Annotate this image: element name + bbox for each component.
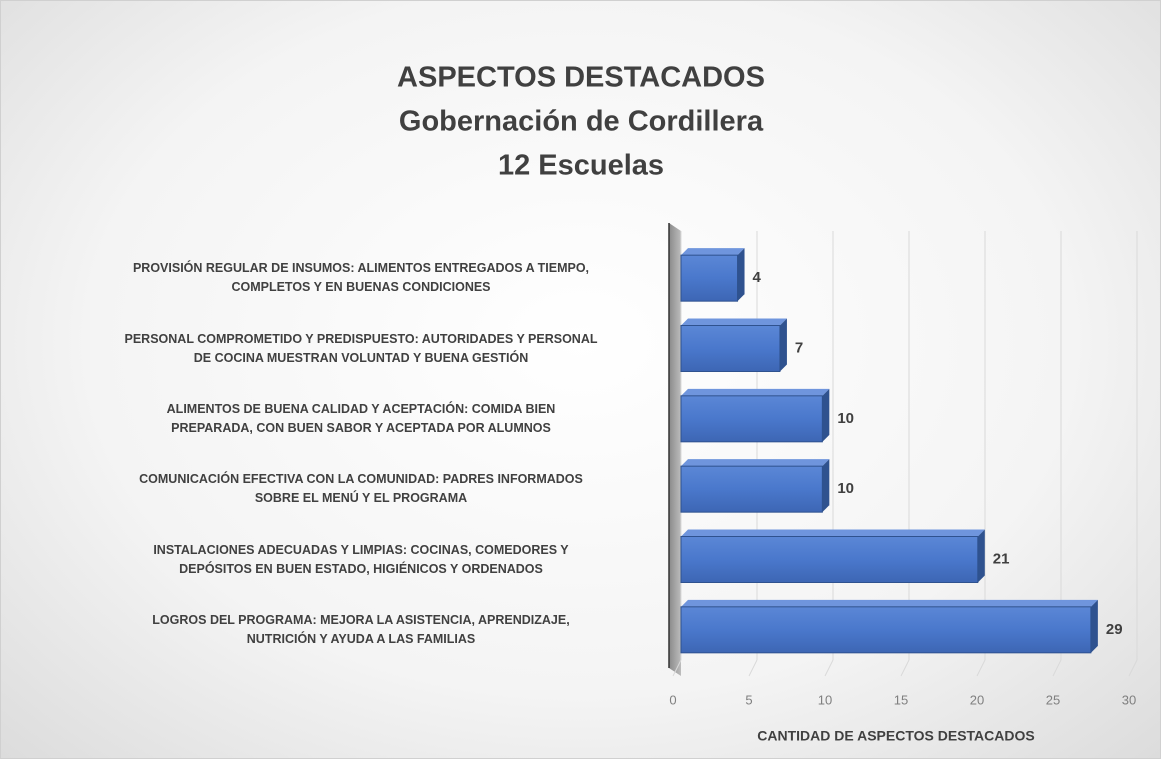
grid-line [824,659,834,677]
bar [680,465,823,513]
grid-line [976,659,986,677]
data-label: 10 [837,410,854,427]
x-tick-label: 5 [745,692,752,707]
x-axis-title: CANTIDAD DE ASPECTOS DESTACADOS [757,728,1034,744]
data-label: 7 [795,339,803,356]
bar-side [977,529,985,583]
y-tick-label: INSTALACIONES ADECUADAS Y LIMPIAS: COCIN… [153,542,569,576]
x-tick-label: 10 [818,692,832,707]
data-label: 4 [753,269,762,286]
bar-top [681,248,745,256]
y-tick-label: COMUNICACIÓN EFECTIVA CON LA COMUNIDAD: … [139,472,583,506]
bar-side [822,459,830,513]
chart-title: ASPECTOS DESTACADOS [397,62,765,94]
bar-top [681,599,1098,607]
y-tick-label: PROVISIÓN REGULAR DE INSUMOS: ALIMENTOS … [132,261,590,295]
bar-top [681,529,985,537]
side-wall [669,223,681,676]
bar-side [1090,599,1098,653]
bar-top [681,318,787,326]
grid-line [1128,659,1138,677]
x-tick-label: 30 [1122,692,1136,707]
chart-title: Gobernación de Cordillera [399,106,764,138]
bar-side [822,388,830,442]
x-tick-label: 25 [1046,692,1060,707]
data-label: 29 [1106,621,1123,638]
data-label: 10 [837,480,854,497]
bar [680,395,823,443]
grid-line [1052,659,1062,677]
x-tick-label: 15 [894,692,908,707]
y-tick-label: LOGROS DEL PROGRAMA: MEJORA LA ASISTENCI… [152,612,570,646]
bar-side [737,248,745,302]
y-tick-label: ALIMENTOS DE BUENA CALIDAD Y ACEPTACIÓN:… [166,401,556,435]
bar-top [681,388,830,396]
chart-title: 12 Escuelas [498,150,664,182]
bar [680,536,979,583]
bar [680,254,739,302]
bar [680,606,1092,654]
bar [680,325,781,372]
grid-line [672,659,682,677]
grid-line [748,659,758,677]
y-tick-label: PERSONAL COMPROMETIDO Y PREDISPUESTO: AU… [124,331,598,365]
bar-top [681,459,830,467]
data-label: 21 [993,550,1010,567]
bar-side [779,318,787,372]
grid-line [900,659,910,677]
x-tick-label: 0 [669,692,676,707]
x-tick-label: 20 [970,692,984,707]
